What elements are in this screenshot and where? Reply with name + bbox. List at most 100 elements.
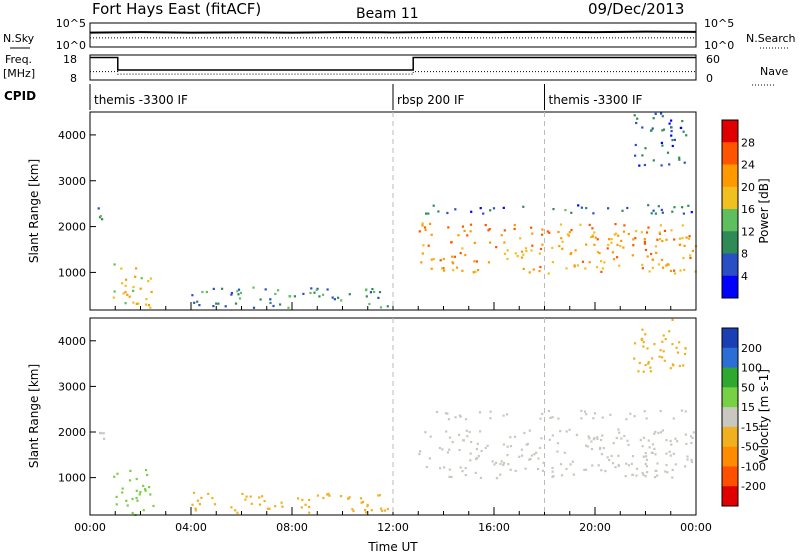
echo-cell-1 (149, 277, 152, 280)
nsky-label: N.Sky (3, 32, 35, 45)
echo-cell-3 (632, 238, 635, 241)
echo-cell-3 (458, 433, 461, 436)
echo-cell-3 (539, 247, 543, 251)
echo-cell-5 (682, 364, 685, 367)
echo-cell-5 (644, 333, 647, 336)
echo-cell-3 (665, 238, 668, 241)
echo-cell-3 (689, 435, 693, 438)
echo-cell-5 (678, 341, 681, 344)
velocity-colorbar-swatch (722, 347, 738, 369)
echo-cell-3 (627, 443, 630, 446)
echo-cell-2 (237, 288, 241, 291)
echo-cell-3 (448, 468, 451, 471)
echo-cell-2 (238, 297, 242, 300)
echo-cell-3 (588, 437, 591, 440)
echo-cell-2 (274, 505, 277, 508)
echo-cell-2 (236, 290, 239, 293)
echo-cell-3 (635, 474, 638, 477)
echo-cell-3 (616, 243, 619, 246)
echo-cell-2 (221, 287, 224, 290)
echo-cell-3 (626, 439, 629, 442)
echo-cell-3 (687, 237, 690, 240)
echo-cell-3 (599, 446, 602, 450)
echo-cell-3 (513, 227, 516, 231)
echo-cell-2 (269, 301, 272, 305)
echo-cell-1 (144, 488, 147, 491)
echo-cell-2 (302, 292, 305, 295)
echo-cell-3 (622, 246, 625, 249)
echo-cell-5 (660, 112, 663, 115)
echo-cell-1 (145, 298, 148, 301)
echo-cell-3 (439, 467, 442, 470)
echo-cell-5 (660, 164, 663, 167)
echo-cell-3 (464, 467, 467, 470)
echo-cell-3 (509, 436, 512, 439)
echo-cell-3 (466, 234, 469, 237)
echo-cell-3 (476, 457, 479, 460)
echo-cell-3 (673, 238, 676, 241)
echo-cell-3 (617, 428, 620, 431)
echo-cell-3 (591, 234, 594, 237)
echo-cell-3 (548, 438, 551, 441)
echo-cell-3 (570, 229, 573, 232)
echo-cell-3 (575, 433, 578, 436)
echo-cell-1 (144, 303, 148, 306)
echo-cell-5 (671, 363, 674, 366)
echo-cell-2 (213, 503, 216, 506)
power-colorbar-tick: 28 (741, 136, 755, 149)
echo-cell-2 (337, 296, 340, 299)
echo-cell-5 (661, 115, 664, 118)
echo-cell-3 (611, 251, 614, 254)
echo-cell-3 (597, 464, 600, 467)
echo-cell-5 (676, 351, 680, 354)
echo-cell-2 (230, 506, 233, 509)
echo-cell-3 (557, 230, 560, 234)
echo-cell-4 (552, 208, 555, 211)
echo-cell-3 (590, 440, 593, 443)
echo-cell-3 (506, 454, 509, 457)
echo-cell-3 (506, 445, 509, 448)
echo-cell-3 (648, 446, 651, 449)
echo-cell-4 (432, 204, 435, 207)
echo-cell-3 (477, 455, 480, 458)
echo-cell-5 (634, 154, 637, 157)
velocity-colorbar-swatch (722, 446, 738, 467)
echo-cell-5 (663, 359, 666, 362)
noise-frame (89, 22, 697, 48)
echo-cell-4 (577, 204, 580, 207)
echo-cell-3 (673, 269, 676, 272)
echo-cell-3 (548, 231, 551, 234)
echo-cell-3 (427, 244, 430, 247)
freq-lines (90, 56, 696, 75)
echo-cell-5 (652, 117, 655, 120)
echo-cell-3 (450, 241, 453, 244)
echo-cell-4 (489, 417, 492, 420)
echo-cell-4 (551, 416, 554, 419)
echo-cell-5 (659, 349, 662, 352)
echo-cell-3 (559, 463, 563, 466)
echo-cell-3 (670, 229, 673, 232)
echo-cell-3 (623, 434, 626, 438)
echo-cell-3 (692, 431, 695, 434)
echo-cell-5 (634, 143, 637, 147)
echo-cell-3 (541, 228, 544, 231)
echo-cell-3 (474, 471, 477, 474)
echo-cell-4 (446, 412, 449, 415)
noise-series-0 (89, 30, 697, 34)
echo-cell-4 (593, 412, 596, 415)
echo-cell-3 (521, 454, 524, 457)
echo-cell-1 (121, 282, 124, 285)
echo-cell-1 (135, 496, 138, 500)
echo-cell-4 (647, 204, 650, 207)
power-panel: 1000 2000 3000 4000 Slant Range [km] (27, 111, 698, 311)
power-colorbar-tick: 24 (741, 159, 755, 172)
echo-cell-2 (315, 288, 318, 291)
echo-cell-2 (259, 298, 262, 301)
power-colorbar-swatch (722, 231, 738, 254)
echo-cell-5 (675, 346, 678, 349)
echo-cell-3 (443, 466, 446, 469)
echo-cell-2 (249, 495, 252, 498)
echo-cell-4 (470, 210, 473, 213)
echo-cell-4 (444, 412, 448, 415)
power-colorbar-swatch (722, 120, 738, 143)
